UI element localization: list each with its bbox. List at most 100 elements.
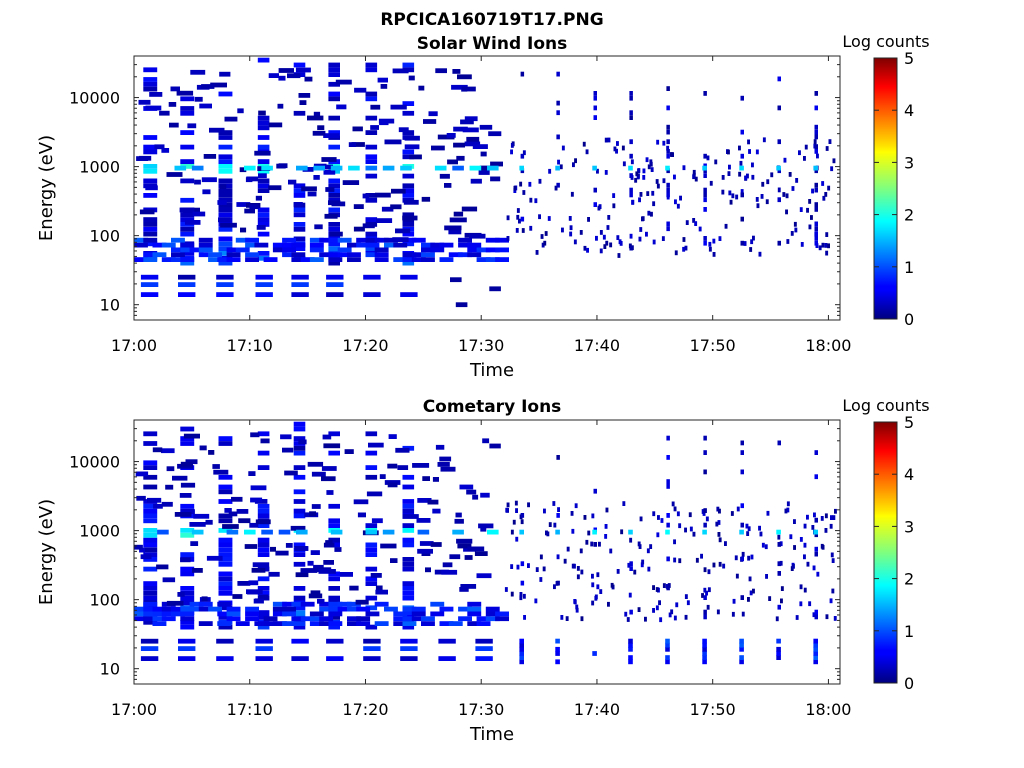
heatmap-cell <box>403 199 419 205</box>
heatmap-cell <box>282 247 296 253</box>
heatmap-cell <box>421 242 435 248</box>
heatmap-cell <box>284 470 298 476</box>
heatmap-cell <box>365 130 378 135</box>
heatmap-cell <box>519 642 524 648</box>
heatmap-cell <box>307 461 324 467</box>
heatmap-cell <box>365 431 378 437</box>
heatmap-cell <box>365 62 378 68</box>
heatmap-cell <box>703 435 707 441</box>
heatmap-cell <box>255 519 271 525</box>
heatmap-cell <box>717 520 721 525</box>
x-tick-label: 17:40 <box>574 700 620 719</box>
heatmap-cell <box>506 502 510 508</box>
heatmap-cell <box>217 200 227 205</box>
heatmap-cell <box>804 144 808 150</box>
heatmap-cell <box>816 153 819 159</box>
heatmap-cell <box>542 566 546 572</box>
heatmap-cell <box>178 656 196 661</box>
heatmap-cell <box>365 173 378 179</box>
heatmap-cell <box>179 493 192 498</box>
heatmap-cell <box>154 144 165 150</box>
heatmap-cell <box>152 447 163 453</box>
heatmap-cell <box>293 445 306 451</box>
heatmap-cell <box>347 616 361 622</box>
heatmap-cell <box>729 199 733 205</box>
heatmap-cell <box>688 512 692 518</box>
heatmap-cell <box>180 528 195 533</box>
x-axis-label: Time <box>469 724 514 745</box>
heatmap-cell <box>522 190 526 195</box>
heatmap-cell <box>400 656 418 661</box>
heatmap-cell <box>140 274 159 280</box>
heatmap-cell <box>740 503 744 509</box>
heatmap-cell <box>293 421 306 427</box>
heatmap-cell <box>758 251 762 257</box>
heatmap-cell <box>365 542 378 548</box>
heatmap-cell <box>792 563 795 569</box>
heatmap-cell <box>402 610 415 615</box>
heatmap-cell <box>705 590 708 596</box>
heatmap-cell <box>666 479 670 484</box>
heatmap-cell <box>189 606 204 612</box>
heatmap-cell <box>218 226 233 232</box>
heatmap-cell <box>673 615 677 621</box>
heatmap-cell <box>538 214 541 220</box>
heatmap-cell <box>609 242 613 248</box>
heatmap-cell <box>478 523 494 529</box>
heatmap-cell <box>705 516 709 522</box>
heatmap-cell <box>143 135 158 140</box>
heatmap-cell <box>263 621 278 626</box>
heatmap-cell <box>245 257 259 262</box>
heatmap-cell <box>218 178 233 184</box>
heatmap-cell <box>257 508 270 514</box>
heatmap-cell <box>703 522 707 528</box>
colorbar-tick-label: 3 <box>904 517 914 536</box>
heatmap-cell <box>467 621 482 626</box>
heatmap-cell <box>362 193 370 199</box>
heatmap-cell <box>337 601 352 607</box>
heatmap-cell <box>218 441 233 446</box>
heatmap-cell <box>555 659 560 665</box>
heatmap-cell <box>747 597 750 602</box>
heatmap-cell <box>326 274 344 280</box>
heatmap-cell <box>777 604 781 610</box>
heatmap-cell <box>180 600 195 606</box>
heatmap-cell <box>684 594 688 599</box>
heatmap-cell <box>808 224 812 230</box>
heatmap-cell <box>756 203 760 209</box>
heatmap-cell <box>604 534 608 539</box>
heatmap-cell <box>272 247 287 253</box>
heatmap-cell <box>402 621 417 626</box>
heatmap-cell <box>682 246 686 252</box>
heatmap-cell <box>171 252 185 258</box>
heatmap-cell <box>390 558 398 563</box>
heatmap-cell <box>458 616 472 622</box>
heatmap-cell <box>140 638 159 644</box>
heatmap-cell <box>293 183 306 189</box>
heatmap-cell <box>777 440 781 446</box>
heatmap-cell <box>218 537 233 543</box>
heatmap-cell <box>293 624 306 630</box>
heatmap-cell <box>739 165 744 171</box>
heatmap-cell <box>299 100 307 105</box>
heatmap-cell <box>829 523 833 529</box>
heatmap-cell <box>668 612 672 618</box>
heatmap-cell <box>760 194 764 199</box>
heatmap-cell <box>520 153 525 159</box>
heatmap-cell <box>642 168 646 174</box>
heatmap-cell <box>171 257 185 262</box>
heatmap-cell <box>666 455 670 460</box>
heatmap-cell <box>777 187 781 193</box>
heatmap-cell <box>814 149 818 154</box>
heatmap-cell <box>692 218 696 223</box>
colorbar-tick-label: 5 <box>904 413 914 432</box>
heatmap-cell <box>472 144 488 149</box>
heatmap-cell <box>402 62 415 68</box>
heatmap-cell <box>607 215 611 220</box>
heatmap-cell <box>402 595 415 601</box>
heatmap-cell <box>740 192 744 198</box>
heatmap-cell <box>235 621 250 626</box>
x-tick-label: 18:00 <box>805 336 851 355</box>
colorbar-tick-label: 0 <box>904 674 914 693</box>
heatmap-cell <box>421 196 431 202</box>
